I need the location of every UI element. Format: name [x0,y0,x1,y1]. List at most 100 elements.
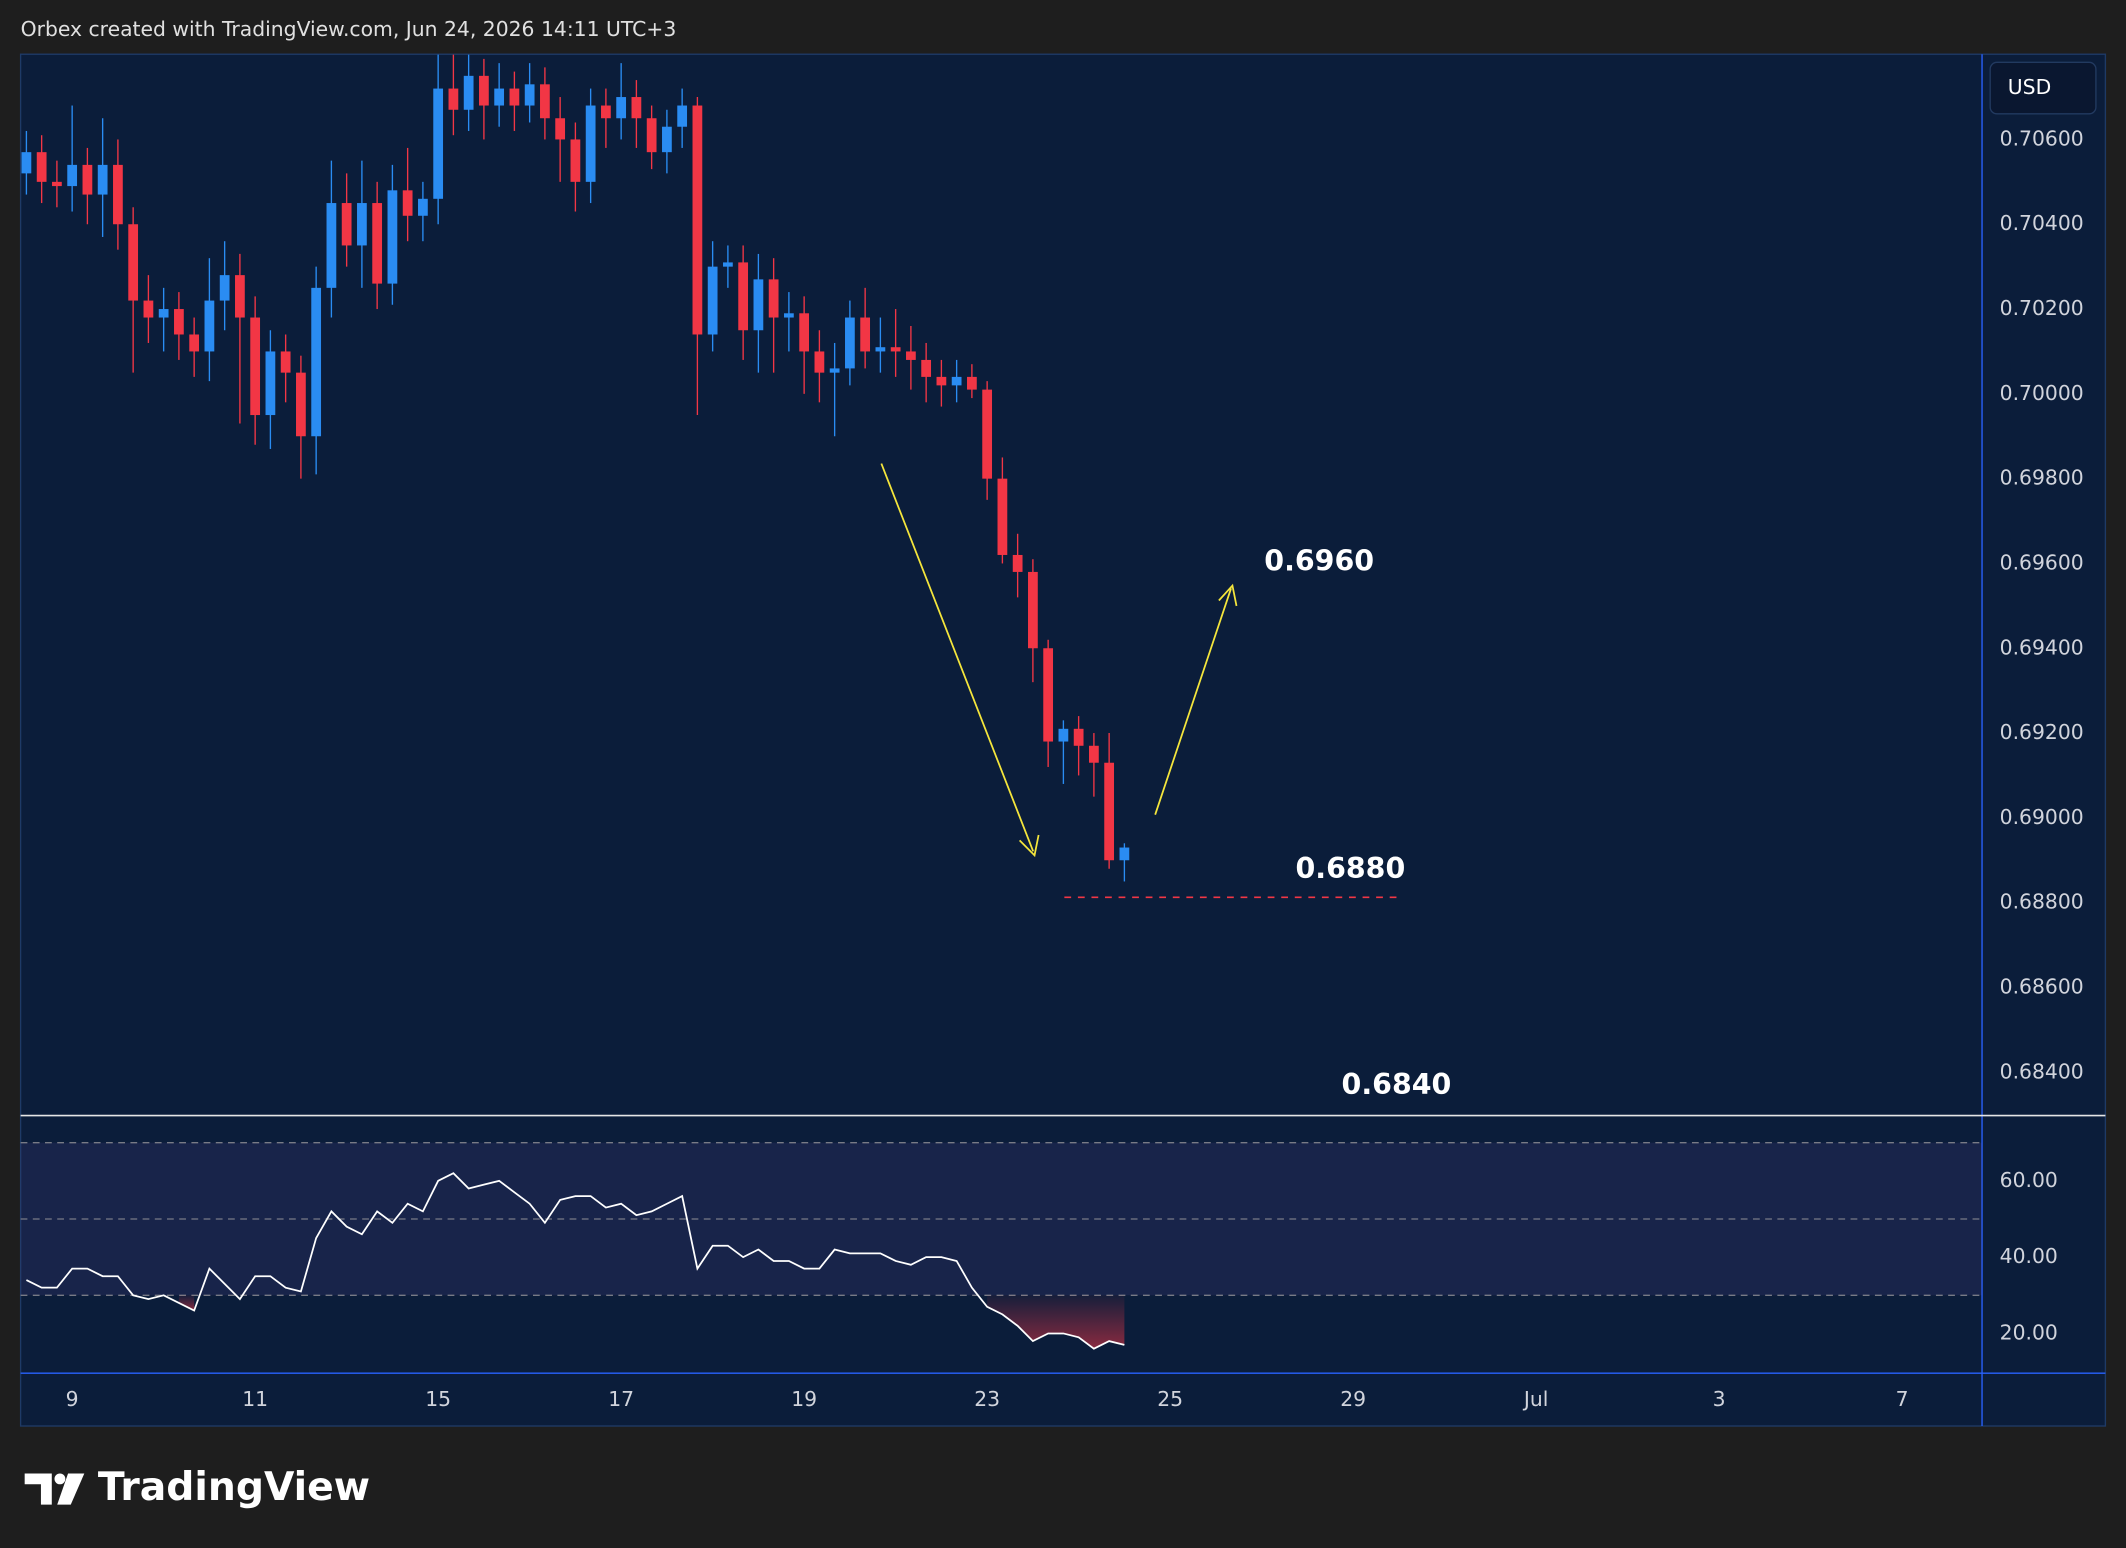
candle-body [570,139,581,182]
candle-body [692,105,703,335]
x-tick-label: 3 [1713,1387,1726,1411]
currency-box[interactable] [1989,61,2097,115]
y-tick-label: 0.69600 [2000,550,2084,574]
candle-body [235,275,245,318]
candle-body [951,376,962,386]
candle-body [707,266,718,335]
candle-body [1104,762,1115,861]
candle-body [738,262,749,331]
candle-body [433,88,444,199]
x-tick-label: 25 [1157,1387,1183,1411]
candle-body [997,478,1008,555]
candle-body [753,279,764,331]
y-tick-label: 0.70000 [2000,381,2084,405]
candle-body [1073,728,1084,746]
candle-body [784,313,794,318]
candle-body [799,313,810,352]
y-tick-label: 0.70400 [2000,211,2084,235]
candle-body [936,376,947,386]
y-tick-label: 0.69800 [2000,466,2084,490]
candle-body [1043,648,1054,742]
rsi-oversold-fill [987,1295,1125,1349]
x-tick-label: 15 [425,1387,451,1411]
candle-body [814,351,825,373]
candle-body [677,105,688,127]
candle-body [36,152,47,182]
candle-body [296,372,306,437]
candle-body [890,347,901,352]
y-tick-label: 0.70600 [2000,126,2084,150]
candle-body [250,317,261,416]
candle-body [97,164,108,195]
y-tick-label: 0.68400 [2000,1059,2084,1083]
x-tick-label: Jul [1522,1387,1549,1411]
candle-body [311,287,322,437]
candle-body [21,152,32,174]
x-tick-label: 7 [1896,1387,1909,1411]
candle-body [265,351,276,416]
candle-body [113,164,123,225]
candle-body [128,224,139,301]
candle-body [875,347,886,352]
y-tick-label: 0.70200 [2000,296,2084,320]
candle-body [616,97,627,119]
arrow-head [1019,834,1040,858]
candle-body [723,262,733,267]
y-tick-label: 0.69400 [2000,635,2084,659]
candle-body [555,118,566,140]
candle-body [601,105,611,119]
y-tick-label: 0.69000 [2000,805,2084,829]
candle-body [829,368,840,373]
candle-body [372,203,383,284]
candle-body [1089,745,1099,763]
header: Orbex created with TradingView.com, Jun … [21,17,677,41]
candle-body [189,334,200,352]
currency: USD [2008,75,2051,99]
candle-body [494,88,505,106]
candle-body [631,97,642,119]
candle-body [174,309,184,335]
candle-body [418,198,428,216]
candle-body [402,190,413,216]
price-panel: 0.68400 0.68600 0.68800 0.69000 0.69200 0.694… [21,54,2084,1411]
candle-body [357,203,367,246]
annotations: 0.6960 0.6880 0.6840 [880,463,1451,1101]
candle-body [1119,847,1130,861]
candle-body [326,203,337,288]
logo-dot [54,1473,66,1485]
candle-body [341,203,352,246]
candle-body [52,181,62,187]
candle-body [768,279,779,318]
arrow-down [880,463,1034,852]
candle-body [662,126,672,153]
x-tick-label: 29 [1340,1387,1366,1411]
candle-body [204,300,215,352]
rsi-panel: 20.00 40.00 60.00 [20,1142,2058,1350]
candle-body [1058,728,1069,742]
candle-body [845,317,855,369]
x-tick-label: 11 [242,1387,268,1411]
candle-body [219,275,230,301]
annotation-label: 0.6880 [1295,852,1405,885]
candle-body [982,389,993,479]
candle-body [82,164,93,195]
candle-body [540,84,550,119]
logo: TradingView [24,1465,370,1510]
candle-body [158,309,169,318]
y-tick-label: 40.00 [2000,1244,2058,1268]
x-tick-label: 23 [974,1387,1000,1411]
candle-body [1012,554,1023,572]
logo-mark [24,1473,52,1505]
logo-mark [57,1473,85,1505]
candle-body [67,164,78,187]
candle-body [463,75,474,110]
x-tick-label: 9 [66,1387,79,1411]
y-tick-label: 0.69200 [2000,720,2084,744]
y-tick-label: 20.00 [2000,1320,2058,1344]
candle-body [509,88,520,106]
candle-body [1028,571,1038,649]
candle-body [646,118,657,153]
candle-body [906,351,916,360]
candle-body [921,359,932,377]
